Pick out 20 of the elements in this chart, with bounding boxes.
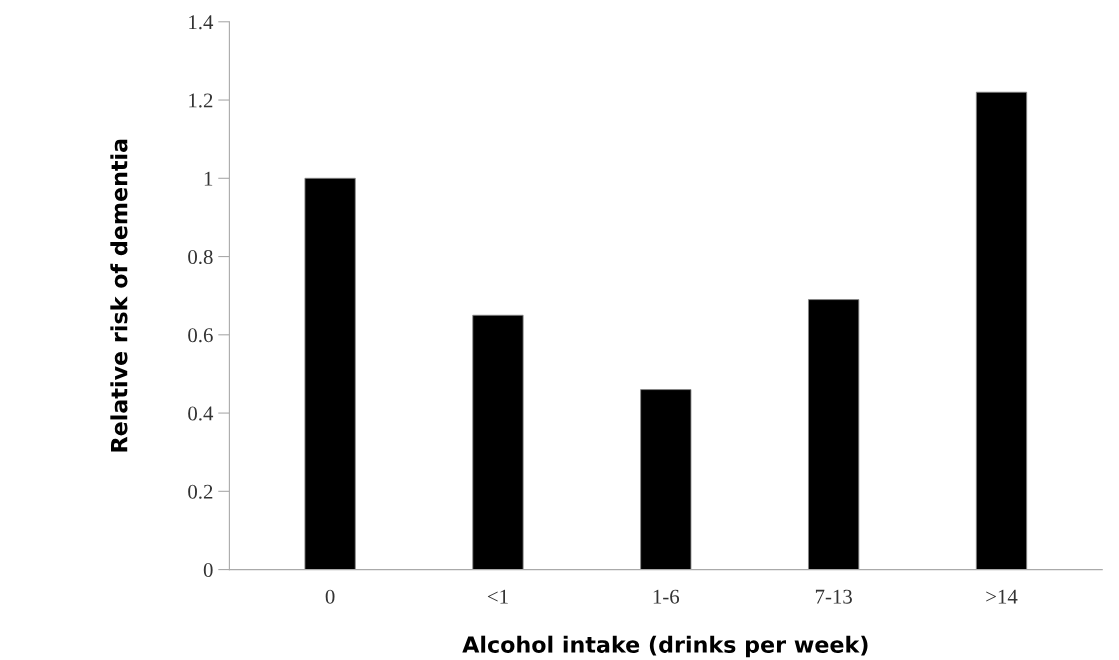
x-axis-title: Alcohol intake (drinks per week) <box>462 635 868 658</box>
bar <box>808 299 860 570</box>
y-tick-label: 0.2 <box>188 484 213 499</box>
bar <box>304 177 356 570</box>
y-tick-label: 0 <box>203 562 213 578</box>
y-tick-label: 0.8 <box>188 249 213 265</box>
x-tick-label: 1-6 <box>653 589 680 604</box>
bar <box>640 389 692 570</box>
bar <box>472 314 524 570</box>
y-tick-label: 1 <box>204 171 213 186</box>
y-tick-label: 0.6 <box>188 328 213 343</box>
x-tick-label: 7-13 <box>815 589 852 604</box>
y-axis-title: Relative risk of dementia <box>110 139 128 452</box>
x-tick-label: <1 <box>487 589 508 604</box>
x-tick-label: 0 <box>325 589 335 604</box>
x-tick-label: >14 <box>986 589 1018 604</box>
y-tick-label: 0.4 <box>188 406 214 421</box>
y-tick-label: 1.4 <box>189 15 214 30</box>
bar <box>975 91 1028 570</box>
y-tick-label: 1.2 <box>189 93 213 108</box>
